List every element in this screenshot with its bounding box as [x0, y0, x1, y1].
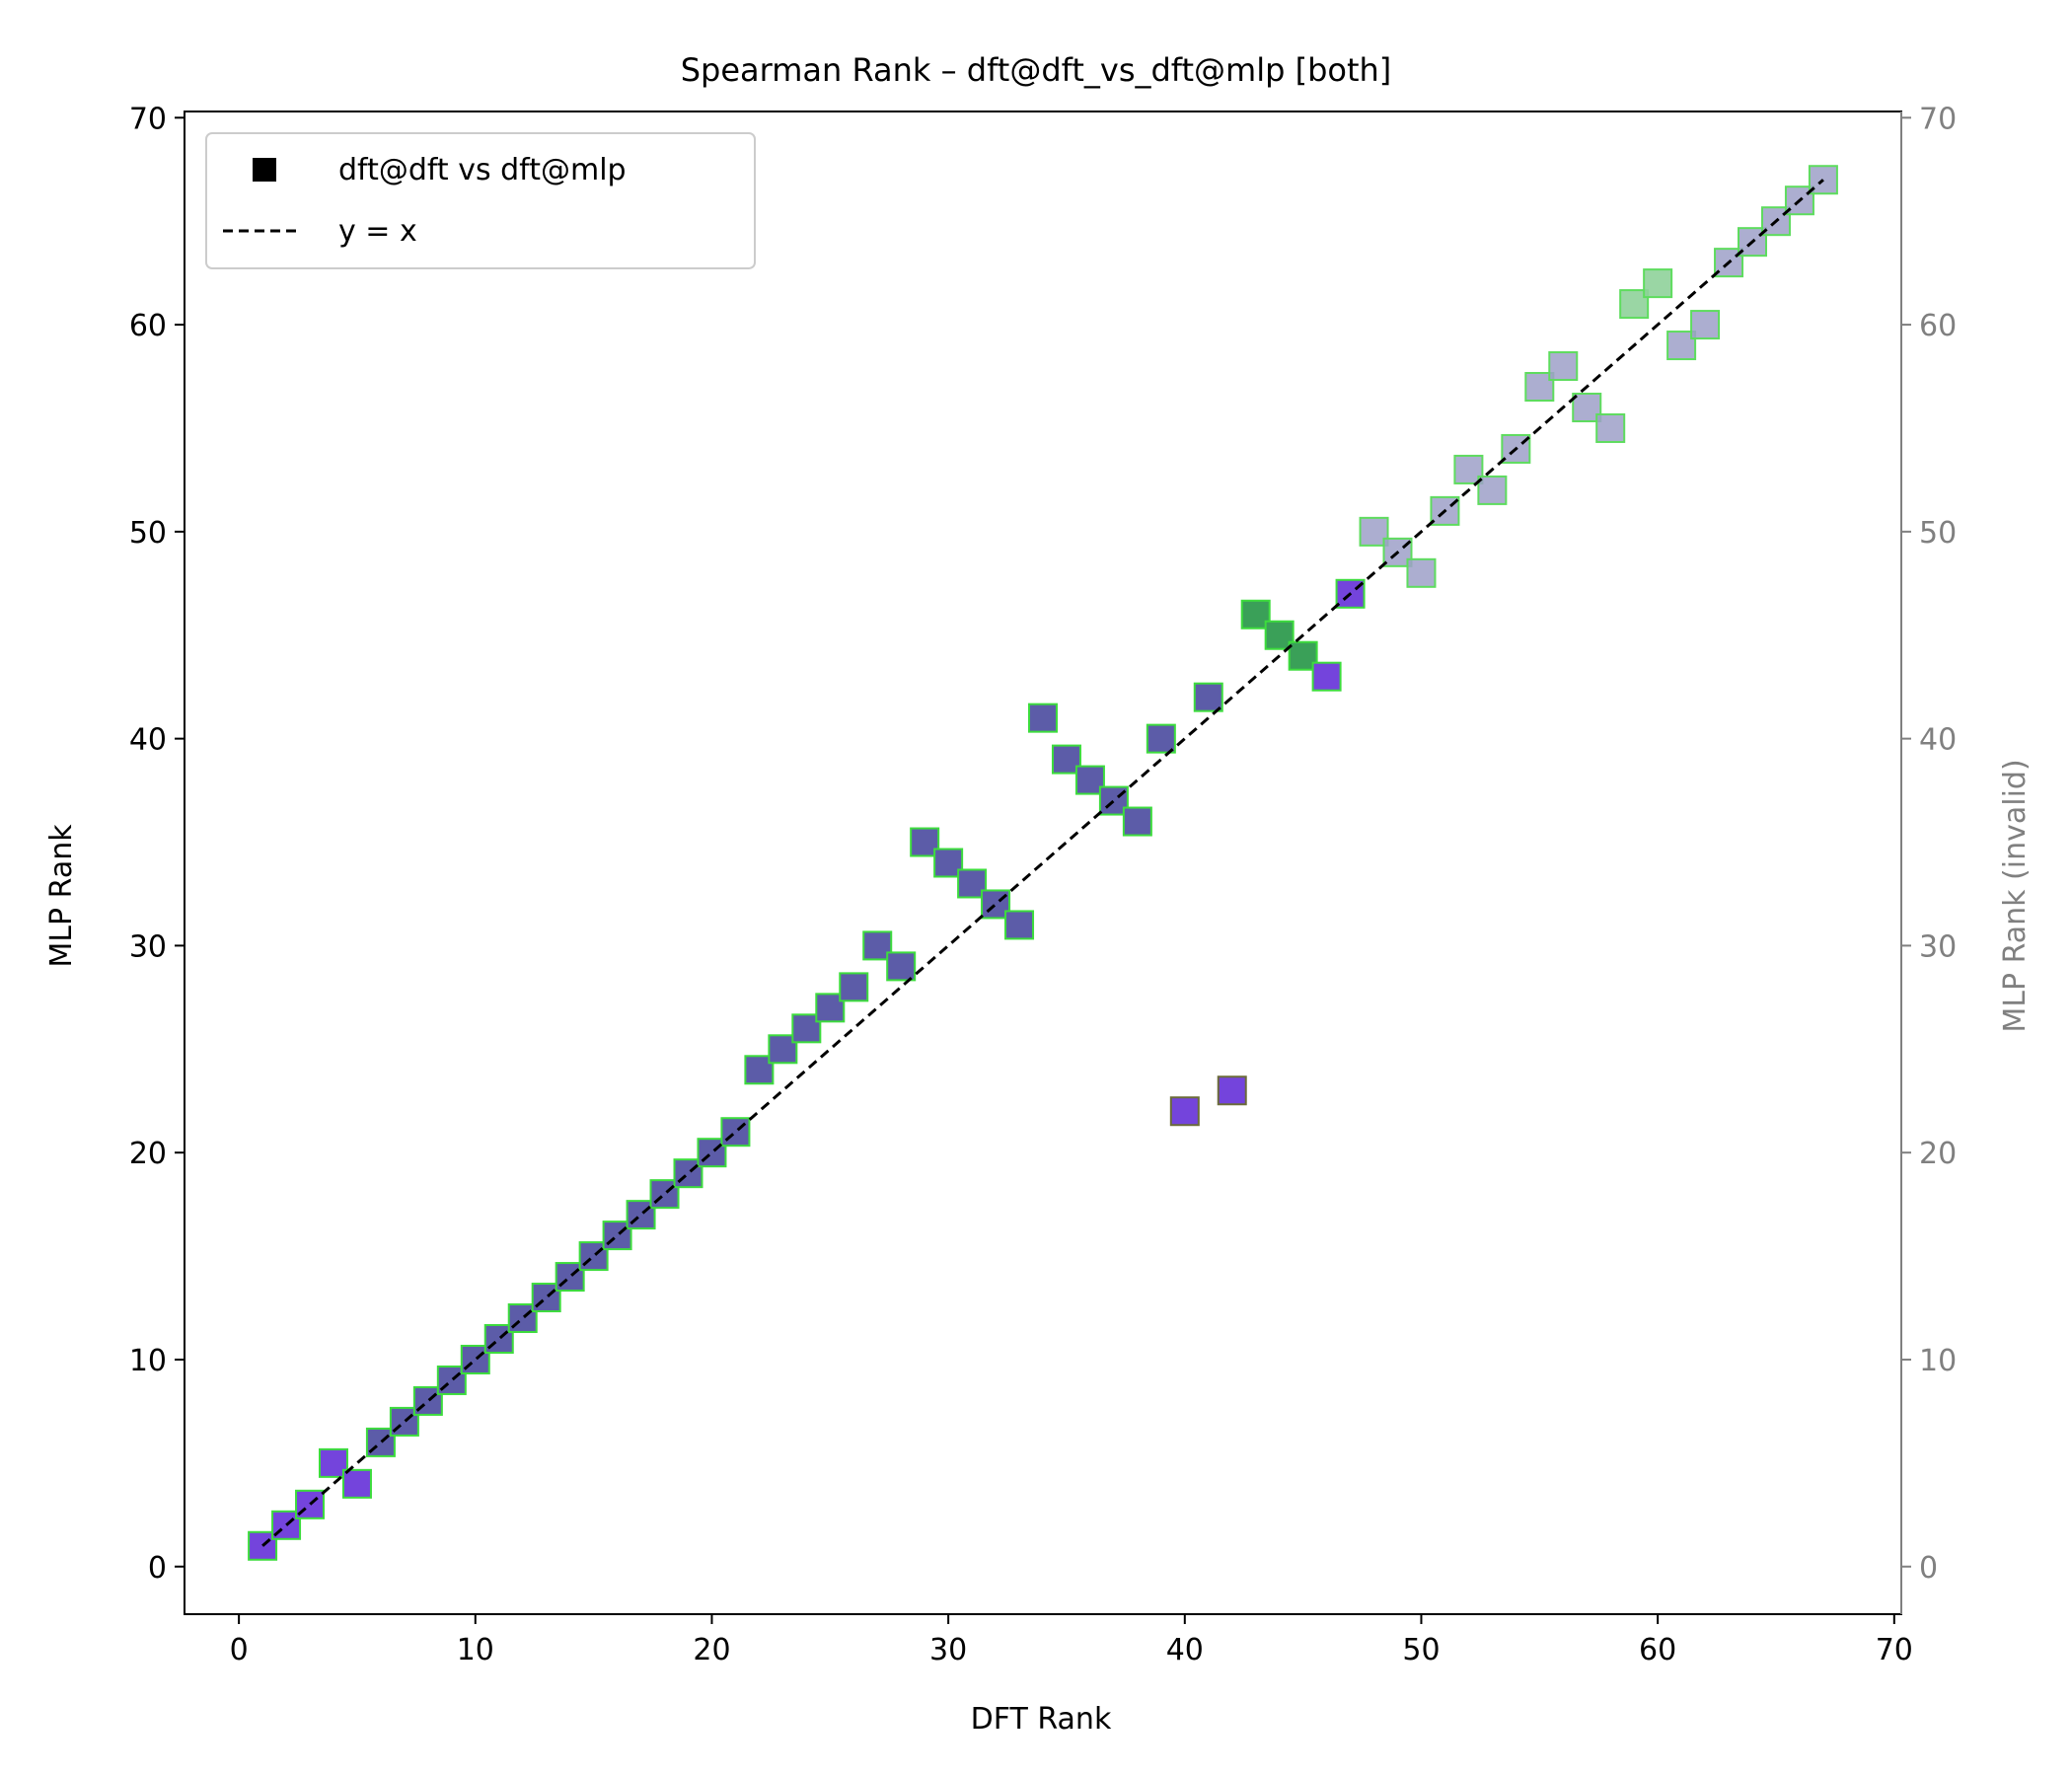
y-tick-label: 30 [129, 929, 167, 964]
data-point [1690, 310, 1721, 340]
legend-box [205, 132, 756, 269]
chart-title: Spearman Rank – dft@dft_vs_dft@mlp [both… [681, 51, 1392, 89]
legend: dft@dft vs dft@mlp y = x [205, 132, 756, 269]
x-tick-label: 20 [693, 1633, 730, 1667]
data-point [1122, 806, 1152, 837]
data-point [1548, 351, 1579, 382]
data-point [720, 1117, 751, 1147]
y-axis-label: MLP Rank [44, 824, 79, 968]
x-axis-label: DFT Rank [971, 1702, 1112, 1737]
x-tick-label: 70 [1876, 1633, 1913, 1667]
data-point [1169, 1096, 1200, 1127]
y-tick-label: 10 [129, 1344, 167, 1378]
data-point [1193, 682, 1223, 712]
data-point [1311, 661, 1342, 692]
frame-layer [184, 111, 1902, 1615]
y-tick-label: 40 [129, 723, 167, 758]
axes-layer: 0 10 20 30 40 50 60 70 0 10 20 30 40 50 60 70 0 10 20 30 40 5… [129, 102, 1957, 1667]
y-tick-label: 60 [129, 309, 167, 343]
data-point [341, 1468, 372, 1499]
data-point [839, 972, 869, 1002]
right-y-axis-label: MLP Rank (invalid) [1998, 759, 2033, 1032]
y-tick-label: 50 [129, 516, 167, 551]
right-y-tick-label: 40 [1919, 723, 1957, 758]
right-y-tick-label: 70 [1919, 102, 1957, 136]
y-tick-label: 0 [148, 1551, 167, 1586]
data-point [1217, 1075, 1247, 1106]
data-point [1028, 703, 1058, 733]
legend-square-marker [253, 158, 276, 182]
right-y-tick-label: 60 [1919, 309, 1957, 343]
x-tick-label: 10 [457, 1633, 494, 1667]
data-point [862, 930, 893, 961]
marks-layer [248, 165, 1838, 1561]
data-point [1619, 289, 1650, 320]
y-tick-label: 70 [129, 102, 167, 136]
data-point [1643, 268, 1673, 299]
legend-entry-reference: y = x [338, 214, 417, 249]
right-y-tick-label: 20 [1919, 1137, 1957, 1171]
x-tick-label: 50 [1402, 1633, 1440, 1667]
right-y-tick-label: 10 [1919, 1344, 1957, 1378]
data-point [1595, 412, 1626, 443]
data-point [886, 951, 917, 982]
right-y-tick-label: 30 [1919, 929, 1957, 964]
data-point [1406, 557, 1437, 588]
right-y-tick-label: 0 [1919, 1551, 1938, 1586]
data-point [1146, 723, 1176, 754]
data-point [1051, 744, 1081, 775]
data-point [1074, 765, 1105, 795]
reference-line [261, 179, 1824, 1547]
legend-entry-series: dft@dft vs dft@mlp [338, 153, 627, 187]
x-tick-label: 40 [1166, 1633, 1204, 1667]
data-point [1477, 475, 1508, 505]
right-y-tick-label: 50 [1919, 516, 1957, 551]
x-tick-label: 0 [230, 1633, 249, 1667]
x-tick-label: 30 [929, 1633, 967, 1667]
x-tick-label: 60 [1639, 1633, 1676, 1667]
y-tick-label: 20 [129, 1137, 167, 1171]
data-point [1004, 910, 1035, 940]
